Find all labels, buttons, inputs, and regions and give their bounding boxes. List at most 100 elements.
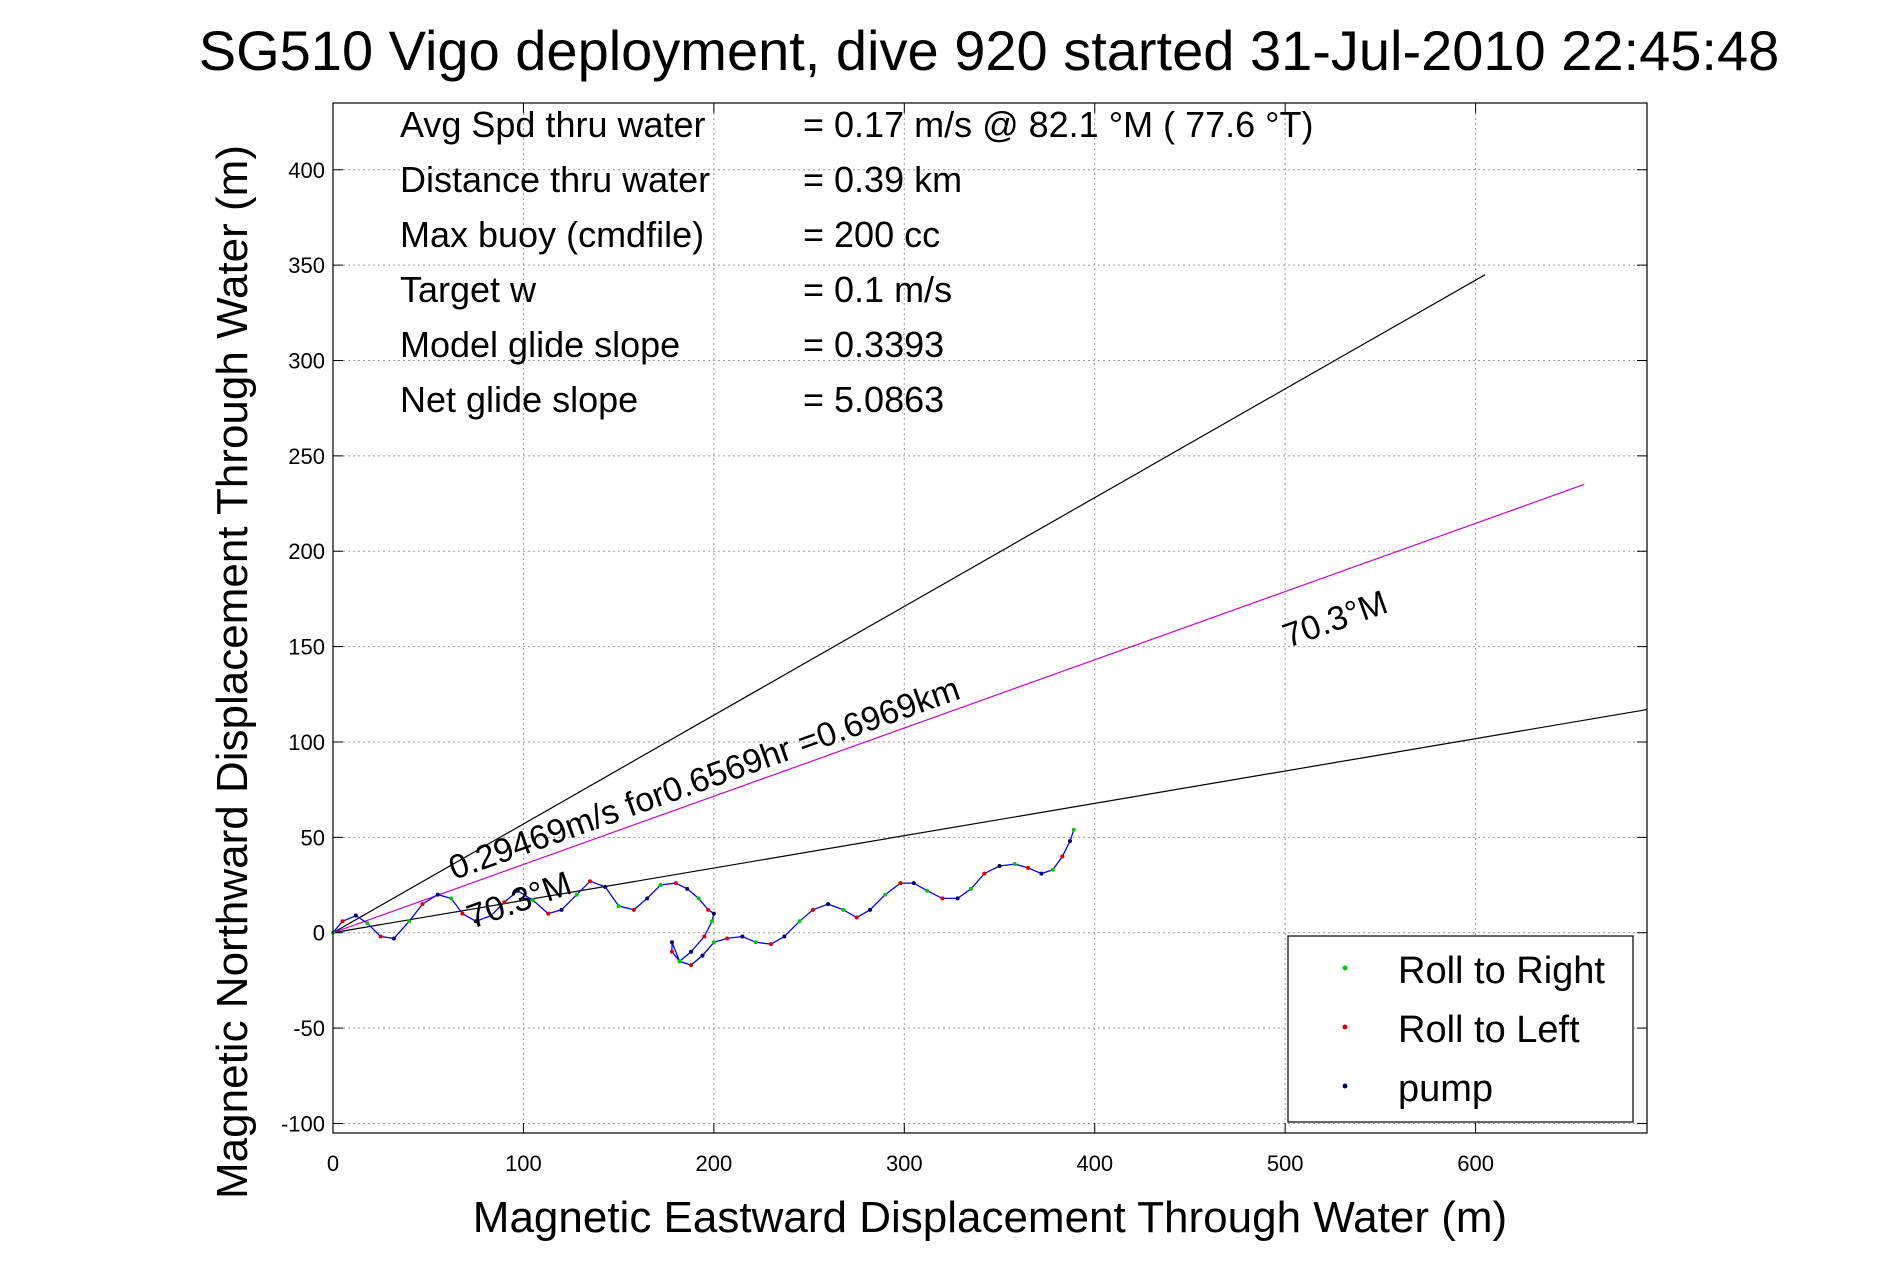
- track-point: [515, 888, 520, 893]
- track-point: [645, 896, 650, 901]
- reference-lines: [332, 274, 1648, 934]
- track-point: [982, 871, 987, 876]
- y-axis-ticks: -100 -50 0 50 100 150 200 250 300 350 400: [281, 158, 1647, 1136]
- track-point: [340, 919, 345, 924]
- y-tick-label: 250: [288, 444, 325, 469]
- track-point: [706, 907, 711, 912]
- track-point: [911, 881, 916, 886]
- legend-swatch: [1342, 1083, 1348, 1089]
- track-point: [841, 907, 846, 912]
- y-axis-label: Magnetic Northward Displacement Through …: [208, 145, 257, 1199]
- track-point: [559, 907, 564, 912]
- track-point: [868, 907, 873, 912]
- track-point: [658, 883, 663, 888]
- track-point: [1060, 854, 1065, 859]
- stat-value: = 0.39 km: [803, 159, 962, 200]
- track-point: [725, 936, 730, 941]
- track-point: [574, 892, 579, 897]
- y-tick-label: -50: [293, 1016, 325, 1041]
- x-axis-label: Magnetic Eastward Displacement Through W…: [473, 1193, 1507, 1242]
- roll-pump-markers: [331, 827, 1076, 968]
- x-tick-label: 200: [696, 1151, 733, 1176]
- track-point: [1039, 871, 1044, 876]
- track-point: [702, 934, 707, 939]
- x-tick-label: 0: [327, 1151, 339, 1176]
- track-point: [673, 881, 678, 886]
- stat-label: Model glide slope: [400, 324, 680, 365]
- x-tick-label: 400: [1076, 1151, 1113, 1176]
- plot-frame: [332, 102, 1648, 1134]
- track-point: [365, 921, 370, 926]
- track-point: [709, 919, 714, 924]
- track-point: [669, 940, 674, 945]
- track-point: [711, 940, 716, 945]
- stat-value: = 200 cc: [803, 214, 940, 255]
- track-point: [378, 934, 383, 939]
- x-tick-label: 300: [886, 1151, 923, 1176]
- stat-label: Max buoy (cmdfile): [400, 214, 704, 255]
- track-point: [740, 934, 745, 939]
- stat-value: = 5.0863: [803, 379, 944, 420]
- track-point: [449, 896, 454, 901]
- stat-label: Target w: [400, 269, 537, 310]
- track-point: [530, 898, 535, 903]
- y-tick-label: 400: [288, 158, 325, 183]
- y-tick-label: 200: [288, 539, 325, 564]
- legend-label: pump: [1398, 1068, 1493, 1110]
- track-point: [546, 911, 551, 916]
- stats-block: Avg Spd thru water = 0.17 m/s @ 82.1 °M (…: [400, 104, 1314, 420]
- chart-title: SG510 Vigo deployment, dive 920 started …: [199, 19, 1780, 82]
- track-point: [1067, 839, 1072, 844]
- track-point: [473, 919, 478, 924]
- stat-label: Net glide slope: [400, 379, 638, 420]
- track-point: [700, 953, 705, 958]
- track-point: [925, 888, 930, 893]
- track-point: [391, 936, 396, 941]
- stat-value: = 0.3393: [803, 324, 944, 365]
- x-tick-label: 500: [1267, 1151, 1304, 1176]
- y-tick-label: 300: [288, 349, 325, 374]
- legend: Roll to Right Roll to Left pump: [1287, 935, 1634, 1123]
- track-point: [669, 949, 674, 954]
- y-tick-label: 100: [288, 730, 325, 755]
- track-point: [603, 884, 608, 889]
- track-point: [1026, 865, 1031, 870]
- x-tick-label: 100: [505, 1151, 542, 1176]
- grid-lines: [332, 103, 1647, 1133]
- track-point: [782, 934, 787, 939]
- track-point: [898, 881, 903, 886]
- track-point: [588, 879, 593, 884]
- y-tick-label: 150: [288, 635, 325, 660]
- legend-label: Roll to Left: [1398, 1009, 1580, 1051]
- track-point: [769, 942, 773, 947]
- legend-label: Roll to Right: [1398, 950, 1605, 992]
- track-point: [997, 863, 1002, 868]
- track-point: [826, 902, 831, 907]
- stat-value: = 0.17 m/s @ 82.1 °M ( 77.6 °T): [803, 104, 1314, 145]
- track-point: [854, 915, 859, 920]
- track-point: [631, 907, 636, 912]
- y-tick-label: 350: [288, 253, 325, 278]
- legend-swatch: [1342, 1024, 1348, 1030]
- track-point: [460, 911, 465, 916]
- track-point: [616, 904, 621, 909]
- track-point: [420, 902, 425, 907]
- track-point: [883, 892, 888, 897]
- track-point: [1050, 867, 1055, 872]
- stat-label: Distance thru water: [400, 159, 710, 200]
- legend-swatch: [1342, 965, 1348, 971]
- track-point: [689, 963, 694, 968]
- track-point: [677, 959, 682, 964]
- current-direction-line: [332, 483, 1585, 934]
- track-point: [407, 919, 412, 924]
- x-axis-ticks: 0 100 200 300 400 500 600: [327, 103, 1494, 1176]
- track-point: [810, 907, 815, 912]
- track-point: [797, 919, 802, 924]
- upper-envelope-line: [332, 274, 1486, 934]
- track-point: [711, 911, 716, 916]
- track-point: [696, 896, 701, 901]
- track-point: [689, 949, 694, 954]
- stat-value: = 0.1 m/s: [803, 269, 952, 310]
- track-point: [940, 896, 945, 901]
